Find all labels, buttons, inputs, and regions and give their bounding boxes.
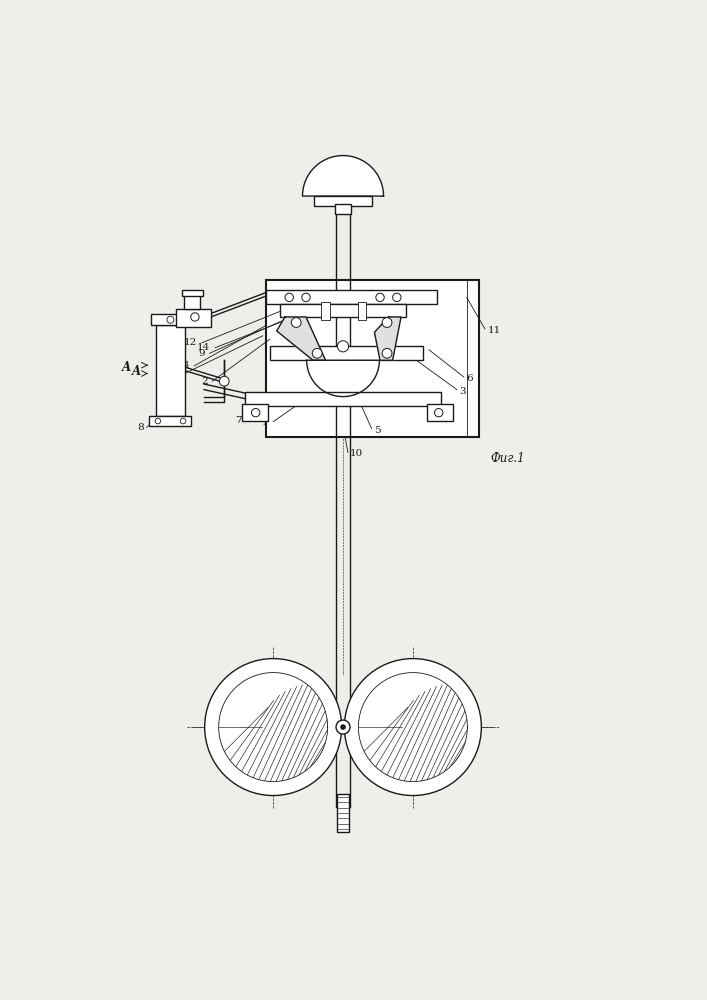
Circle shape <box>155 418 160 424</box>
Bar <box>185 295 200 309</box>
Bar <box>322 302 329 320</box>
Bar <box>315 196 372 206</box>
Circle shape <box>167 316 174 323</box>
Bar <box>269 346 423 360</box>
Text: A: A <box>132 365 141 378</box>
Bar <box>280 304 406 317</box>
Text: Фиг.1: Фиг.1 <box>490 452 525 465</box>
Text: 2: 2 <box>201 377 208 386</box>
Text: A: A <box>122 361 132 374</box>
Bar <box>266 280 479 437</box>
Text: 5: 5 <box>375 426 381 435</box>
Text: 6: 6 <box>467 374 473 383</box>
Circle shape <box>291 318 301 327</box>
Text: 8: 8 <box>137 423 144 432</box>
Bar <box>245 392 441 406</box>
Circle shape <box>340 724 346 730</box>
Circle shape <box>191 313 199 321</box>
Bar <box>242 404 268 421</box>
Polygon shape <box>358 673 467 782</box>
Circle shape <box>435 408 443 417</box>
Polygon shape <box>303 156 383 196</box>
Circle shape <box>252 408 260 417</box>
Bar <box>182 290 203 296</box>
Bar <box>156 325 185 416</box>
Bar <box>266 290 438 304</box>
Circle shape <box>285 293 293 302</box>
Text: 6: 6 <box>168 371 175 380</box>
Circle shape <box>392 293 401 302</box>
Text: 4: 4 <box>182 361 189 370</box>
Bar <box>358 302 366 320</box>
Polygon shape <box>307 360 380 397</box>
Text: 9: 9 <box>198 349 205 358</box>
Circle shape <box>312 348 322 358</box>
Text: 11: 11 <box>488 326 501 335</box>
Circle shape <box>336 720 350 734</box>
Text: 950457: 950457 <box>317 172 369 186</box>
Circle shape <box>219 376 229 386</box>
Bar <box>427 404 453 421</box>
Text: 12: 12 <box>184 338 197 347</box>
Text: 1: 1 <box>262 418 268 427</box>
Text: 7: 7 <box>235 416 242 425</box>
Text: 13: 13 <box>150 317 163 326</box>
Circle shape <box>382 318 392 327</box>
Circle shape <box>337 341 349 352</box>
Circle shape <box>382 348 392 358</box>
Bar <box>149 416 192 426</box>
Bar <box>151 314 190 325</box>
Circle shape <box>302 293 310 302</box>
Bar <box>176 309 211 327</box>
Polygon shape <box>276 317 325 360</box>
Text: 3: 3 <box>460 387 467 396</box>
Circle shape <box>180 418 186 424</box>
Polygon shape <box>218 673 327 782</box>
Bar <box>337 794 349 832</box>
Polygon shape <box>375 317 401 360</box>
Text: 10: 10 <box>349 449 363 458</box>
Bar <box>334 204 351 214</box>
Text: 14: 14 <box>197 343 210 352</box>
Circle shape <box>205 659 341 796</box>
Circle shape <box>376 293 384 302</box>
Circle shape <box>344 659 481 796</box>
